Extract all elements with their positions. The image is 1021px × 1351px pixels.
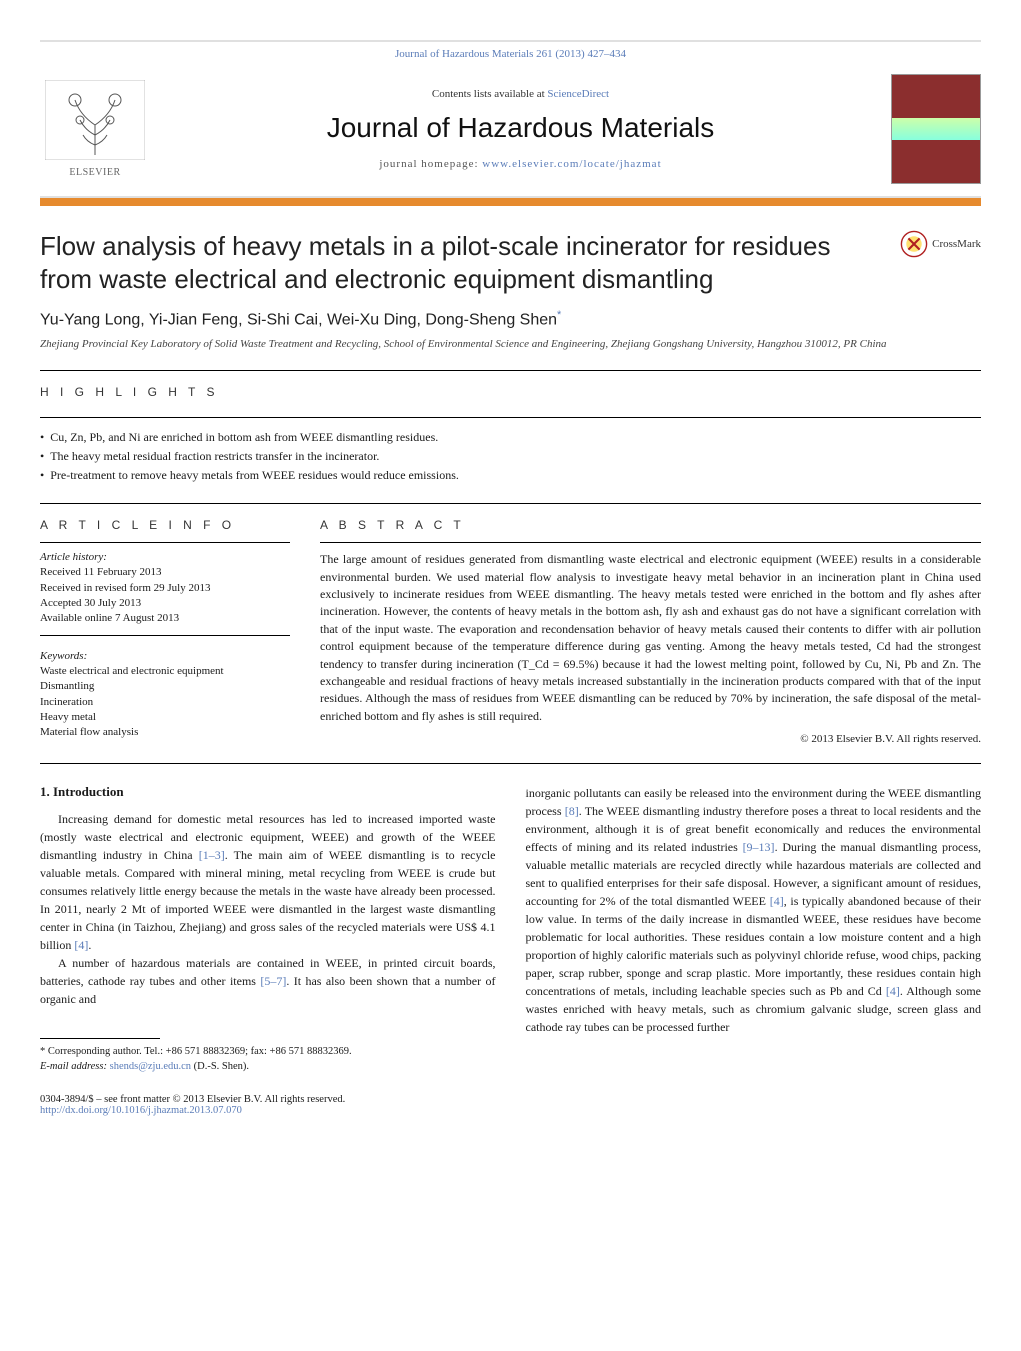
elsevier-logo-inner: ELSEVIER: [45, 80, 145, 178]
body-paragraph: A number of hazardous materials are cont…: [40, 954, 496, 1008]
body-paragraph: Increasing demand for domestic metal res…: [40, 810, 496, 954]
affiliation: Zhejiang Provincial Key Laboratory of So…: [40, 337, 981, 351]
history-item: Accepted 30 July 2013: [40, 596, 290, 611]
title-block: Flow analysis of heavy metals in a pilot…: [40, 230, 981, 295]
header-band: Journal of Hazardous Materials 261 (2013…: [40, 40, 981, 198]
citation-link[interactable]: [1–3]: [199, 848, 225, 862]
citation-link[interactable]: [4]: [886, 984, 900, 998]
homepage-prefix: journal homepage:: [379, 158, 482, 170]
text-run: .: [88, 938, 91, 952]
article-info-heading: A R T I C L E I N F O: [40, 518, 290, 532]
rule-2: [40, 417, 981, 418]
keyword-item: Material flow analysis: [40, 725, 290, 740]
highlight-item: The heavy metal residual fraction restri…: [40, 447, 981, 466]
abstract-heading: A B S T R A C T: [320, 518, 981, 532]
corresponding-author-mark[interactable]: *: [557, 309, 561, 321]
rule-1: [40, 370, 981, 371]
footnote-rule: [40, 1038, 160, 1039]
body-paragraph: inorganic pollutants can easily be relea…: [526, 784, 982, 1036]
issn-line: 0304-3894/$ – see front matter © 2013 El…: [40, 1094, 981, 1105]
right-column: inorganic pollutants can easily be relea…: [526, 784, 982, 1074]
highlight-item: Pre-treatment to remove heavy metals fro…: [40, 466, 981, 485]
crossmark-icon: [900, 230, 928, 258]
article-title: Flow analysis of heavy metals in a pilot…: [40, 230, 880, 295]
abstract-column: A B S T R A C T The large amount of resi…: [320, 518, 981, 745]
citation-link[interactable]: [4]: [770, 894, 784, 908]
highlights-list: Cu, Zn, Pb, and Ni are enriched in botto…: [40, 428, 981, 486]
keyword-item: Dismantling: [40, 679, 290, 694]
orange-divider-bar: [40, 198, 981, 206]
article-info-column: A R T I C L E I N F O Article history: R…: [40, 518, 290, 745]
homepage-line: journal homepage: www.elsevier.com/locat…: [150, 158, 891, 170]
doi-link[interactable]: http://dx.doi.org/10.1016/j.jhazmat.2013…: [40, 1105, 242, 1116]
history-item: Available online 7 August 2013: [40, 611, 290, 626]
text-run: . The main aim of WEEE dismantling is to…: [40, 848, 496, 952]
authors-line: Yu-Yang Long, Yi-Jian Feng, Si-Shi Cai, …: [40, 309, 981, 329]
journal-cover-thumbnail[interactable]: [891, 74, 981, 184]
journal-ref-link[interactable]: Journal of Hazardous Materials 261 (2013…: [395, 48, 626, 60]
keyword-item: Incineration: [40, 695, 290, 710]
rule-abstract: [320, 542, 981, 543]
citation-link[interactable]: [5–7]: [260, 974, 286, 988]
header-row: ELSEVIER Contents lists available at Sci…: [40, 66, 981, 196]
header-center: Contents lists available at ScienceDirec…: [150, 88, 891, 170]
highlights-heading: H I G H L I G H T S: [40, 385, 981, 399]
email-link[interactable]: shends@zju.edu.cn: [110, 1061, 191, 1072]
abstract-text: The large amount of residues generated f…: [320, 551, 981, 725]
rule-4: [40, 763, 981, 764]
journal-reference: Journal of Hazardous Materials 261 (2013…: [40, 42, 981, 66]
elsevier-logo[interactable]: ELSEVIER: [40, 74, 150, 184]
corresponding-footnote: * Corresponding author. Tel.: +86 571 88…: [40, 1045, 496, 1074]
homepage-link[interactable]: www.elsevier.com/locate/jhazmat: [482, 158, 661, 170]
crossmark-label: CrossMark: [932, 238, 981, 250]
elsevier-label: ELSEVIER: [45, 167, 145, 178]
introduction-heading: 1. Introduction: [40, 784, 496, 800]
citation-link[interactable]: [8]: [565, 804, 579, 818]
citation-link[interactable]: [9–13]: [743, 840, 775, 854]
rule-3: [40, 503, 981, 504]
text-run: , is typically abandoned because of thei…: [526, 894, 982, 998]
highlight-item: Cu, Zn, Pb, and Ni are enriched in botto…: [40, 428, 981, 447]
history-label: Article history:: [40, 551, 290, 563]
elsevier-tree-icon: [45, 80, 145, 160]
page: Journal of Hazardous Materials 261 (2013…: [0, 40, 1021, 1116]
history-item: Received 11 February 2013: [40, 565, 290, 580]
rule-info: [40, 542, 290, 543]
contents-prefix: Contents lists available at: [432, 88, 547, 100]
email-tail: (D.-S. Shen).: [191, 1061, 249, 1072]
footnote-text: Corresponding author. Tel.: +86 571 8883…: [45, 1046, 351, 1057]
journal-title: Journal of Hazardous Materials: [150, 112, 891, 144]
contents-line: Contents lists available at ScienceDirec…: [150, 88, 891, 100]
keywords-label: Keywords:: [40, 650, 290, 662]
authors-text: Yu-Yang Long, Yi-Jian Feng, Si-Shi Cai, …: [40, 311, 557, 328]
left-column: 1. Introduction Increasing demand for do…: [40, 784, 496, 1074]
sciencedirect-link[interactable]: ScienceDirect: [547, 88, 609, 100]
rule-info-2: [40, 635, 290, 636]
keyword-item: Heavy metal: [40, 710, 290, 725]
keyword-item: Waste electrical and electronic equipmen…: [40, 664, 290, 679]
copyright-line: © 2013 Elsevier B.V. All rights reserved…: [320, 733, 981, 745]
citation-link[interactable]: [4]: [74, 938, 88, 952]
page-footer: 0304-3894/$ – see front matter © 2013 El…: [40, 1094, 981, 1116]
history-item: Received in revised form 29 July 2013: [40, 581, 290, 596]
info-abstract-row: A R T I C L E I N F O Article history: R…: [40, 518, 981, 745]
email-label: E-mail address:: [40, 1061, 110, 1072]
body-columns: 1. Introduction Increasing demand for do…: [40, 784, 981, 1074]
crossmark-badge[interactable]: CrossMark: [900, 230, 981, 258]
